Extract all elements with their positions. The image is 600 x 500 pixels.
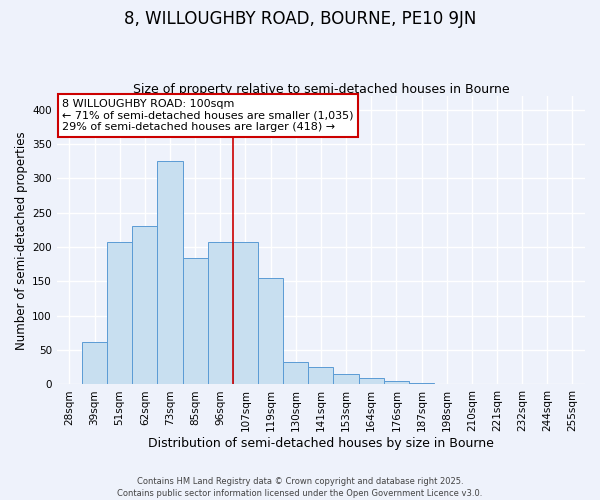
Bar [82,342,107,384]
Y-axis label: Number of semi-detached properties: Number of semi-detached properties [15,131,28,350]
Bar [233,242,258,384]
Bar [182,258,208,384]
Bar [384,381,409,384]
Bar [308,368,334,384]
Text: 8 WILLOUGHBY ROAD: 100sqm
← 71% of semi-detached houses are smaller (1,035)
29% : 8 WILLOUGHBY ROAD: 100sqm ← 71% of semi-… [62,99,353,132]
Bar [132,226,157,384]
Bar [359,378,384,384]
Bar [157,161,182,384]
Bar [283,362,308,384]
Bar [208,242,233,384]
Title: Size of property relative to semi-detached houses in Bourne: Size of property relative to semi-detach… [133,83,509,96]
X-axis label: Distribution of semi-detached houses by size in Bourne: Distribution of semi-detached houses by … [148,437,494,450]
Text: Contains HM Land Registry data © Crown copyright and database right 2025.
Contai: Contains HM Land Registry data © Crown c… [118,476,482,498]
Text: 8, WILLOUGHBY ROAD, BOURNE, PE10 9JN: 8, WILLOUGHBY ROAD, BOURNE, PE10 9JN [124,10,476,28]
Bar [334,374,359,384]
Bar [107,242,132,384]
Bar [258,278,283,384]
Bar [409,383,434,384]
